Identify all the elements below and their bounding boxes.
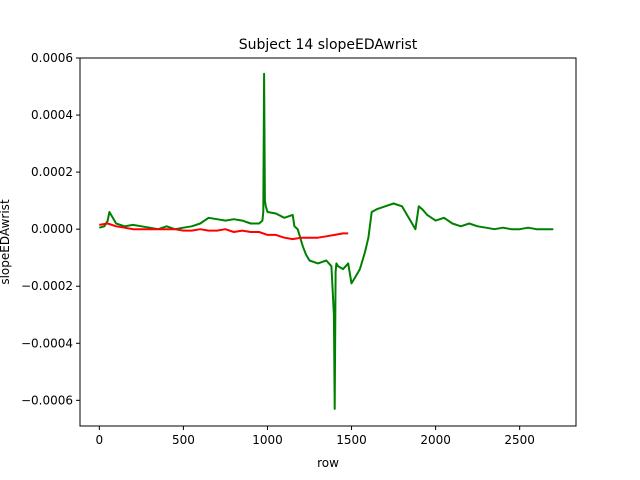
y-tick-label: 0.0004 (31, 108, 73, 122)
series-layer (99, 72, 554, 410)
y-axis-ticks: −0.0006 −0.0004 −0.0002 0.0000 0.0002 0.0004 0… (21, 51, 80, 407)
y-tick-label: 0.0006 (31, 51, 73, 65)
x-tick-label: 2000 (420, 433, 451, 447)
y-tick-label: −0.0006 (21, 393, 73, 407)
x-axis-label: row (317, 456, 339, 470)
x-tick-label: 1500 (336, 433, 367, 447)
y-tick-label: 0.0002 (31, 165, 73, 179)
plot-frame (79, 57, 577, 427)
x-axis-ticks: 0 500 1000 1500 2000 2500 (96, 426, 535, 447)
x-tick-label: 0 (96, 433, 104, 447)
y-tick-label: −0.0002 (21, 279, 73, 293)
x-tick-label: 1000 (252, 433, 283, 447)
y-axis-label: slopeEDAwrist (0, 199, 12, 285)
series-line-1 (99, 222, 349, 241)
y-tick-label: −0.0004 (21, 336, 73, 350)
x-tick-label: 2500 (504, 433, 535, 447)
series-line-0 (99, 72, 554, 410)
x-tick-label: 500 (172, 433, 195, 447)
chart-title: Subject 14 slopeEDAwrist (239, 37, 418, 53)
y-tick-label: 0.0000 (31, 222, 73, 236)
